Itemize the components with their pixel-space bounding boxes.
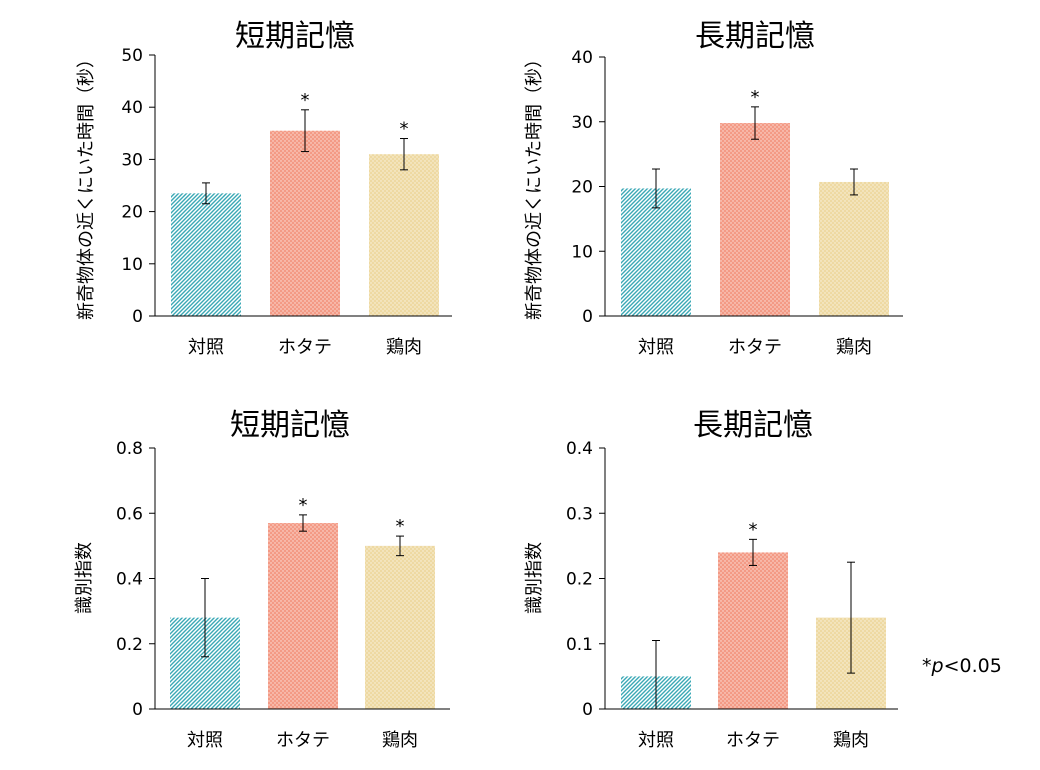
x-category-label: ホタテ bbox=[276, 730, 330, 751]
y-tick-label: 30 bbox=[571, 113, 593, 133]
note-star: * bbox=[922, 655, 932, 677]
bar-対照 bbox=[621, 188, 691, 316]
error-bar bbox=[749, 538, 757, 566]
y-tick-label: 30 bbox=[121, 150, 143, 170]
x-category-label: 鶏肉 bbox=[386, 337, 422, 358]
x-category-label: 対照 bbox=[638, 337, 674, 358]
error-bar bbox=[847, 561, 855, 674]
x-category-label: 鶏肉 bbox=[836, 337, 872, 358]
chart-long-term-time: 長期記憶 新奇物体の近くにいた時間（秒） * 0 10 20 30 40 対照 ホタテ 鶏肉 bbox=[524, 19, 903, 358]
x-category-label: 対照 bbox=[638, 730, 674, 751]
y-tick-label: 0 bbox=[132, 700, 143, 720]
y-axis-label: 新奇物体の近くにいた時間（秒） bbox=[76, 50, 97, 320]
y-tick-label: 0.6 bbox=[116, 504, 143, 524]
note-p: p bbox=[931, 655, 944, 677]
error-bar bbox=[299, 514, 307, 532]
plot-area: * 0 0.1 0.2 0.3 0.4 対照 ホタテ 鶏肉 bbox=[566, 439, 898, 751]
error-bar bbox=[652, 168, 660, 209]
x-category-label: 対照 bbox=[188, 337, 224, 358]
error-bar bbox=[301, 109, 309, 153]
bar-対照 bbox=[171, 193, 241, 316]
y-axis-label: 識別指数 bbox=[74, 542, 95, 614]
error-bar bbox=[400, 138, 408, 171]
chart-short-term-time: 短期記憶 新奇物体の近くにいた時間（秒） * * 0 10 20 30 40 50 対照 ホタテ 鶏… bbox=[76, 19, 452, 358]
plot-area: * 0 10 20 30 40 対照 ホタテ 鶏肉 bbox=[571, 48, 903, 358]
chart-title: 短期記憶 bbox=[235, 19, 355, 54]
y-tick-label: 0.2 bbox=[116, 635, 143, 655]
bar-ホタテ bbox=[720, 123, 790, 316]
x-category-label: ホタテ bbox=[278, 337, 332, 358]
bar-鶏肉 bbox=[819, 181, 889, 316]
bar-鶏肉 bbox=[369, 154, 439, 316]
error-bar bbox=[201, 578, 209, 658]
chart-short-term-index: 短期記憶 識別指数 * * 0 0.2 0.4 0.6 0.8 対照 ホタテ 鶏肉 bbox=[74, 408, 450, 751]
note-threshold: <0.05 bbox=[944, 655, 1002, 677]
chart-title: 短期記憶 bbox=[230, 408, 350, 443]
chart-title: 長期記憶 bbox=[693, 408, 813, 443]
error-bar bbox=[751, 106, 759, 140]
y-tick-label: 20 bbox=[121, 203, 143, 223]
y-tick-label: 0.1 bbox=[566, 635, 593, 655]
y-tick-label: 50 bbox=[121, 46, 143, 66]
chart-long-term-index: 長期記憶 識別指数 * 0 0.1 0.2 0.3 0.4 対照 ホタテ 鶏肉 bbox=[524, 408, 898, 751]
y-tick-label: 0.3 bbox=[566, 504, 593, 524]
y-tick-label: 0.8 bbox=[116, 439, 143, 459]
significance-star: * bbox=[396, 516, 405, 537]
significance-star: * bbox=[751, 87, 760, 108]
y-tick-label: 0.4 bbox=[116, 570, 143, 590]
x-category-label: 鶏肉 bbox=[833, 730, 869, 751]
y-tick-label: 0 bbox=[132, 307, 143, 327]
y-tick-label: 0 bbox=[582, 307, 593, 327]
bar-ホタテ bbox=[270, 130, 340, 316]
y-tick-label: 40 bbox=[571, 48, 593, 68]
significance-note: *p<0.05 bbox=[922, 655, 1002, 677]
y-tick-label: 20 bbox=[571, 178, 593, 198]
bar-ホタテ bbox=[268, 523, 338, 709]
y-axis-label: 新奇物体の近くにいた時間（秒） bbox=[524, 50, 545, 320]
plot-area: * * 0 10 20 30 40 50 対照 ホタテ 鶏肉 bbox=[121, 46, 452, 358]
y-tick-label: 0.2 bbox=[566, 570, 593, 590]
x-category-label: 対照 bbox=[187, 730, 223, 751]
significance-star: * bbox=[299, 495, 308, 516]
y-axis-label: 識別指数 bbox=[524, 542, 545, 614]
y-tick-label: 0 bbox=[582, 700, 593, 720]
y-tick-label: 0.4 bbox=[566, 439, 593, 459]
y-tick-label: 10 bbox=[571, 242, 593, 262]
x-category-label: 鶏肉 bbox=[382, 730, 418, 751]
significance-star: * bbox=[400, 119, 409, 140]
y-tick-label: 10 bbox=[121, 255, 143, 275]
chart-title: 長期記憶 bbox=[695, 19, 815, 54]
error-bar bbox=[396, 535, 404, 557]
significance-star: * bbox=[301, 90, 310, 111]
bar-鶏肉 bbox=[365, 545, 435, 709]
y-tick-label: 40 bbox=[121, 98, 143, 118]
error-bar bbox=[202, 182, 210, 205]
error-bar bbox=[850, 168, 858, 196]
x-category-label: ホタテ bbox=[726, 730, 780, 751]
bar-ホタテ bbox=[718, 552, 788, 709]
x-category-label: ホタテ bbox=[728, 337, 782, 358]
plot-area: * * 0 0.2 0.4 0.6 0.8 対照 ホタテ 鶏肉 bbox=[116, 439, 450, 751]
significance-star: * bbox=[749, 519, 758, 540]
